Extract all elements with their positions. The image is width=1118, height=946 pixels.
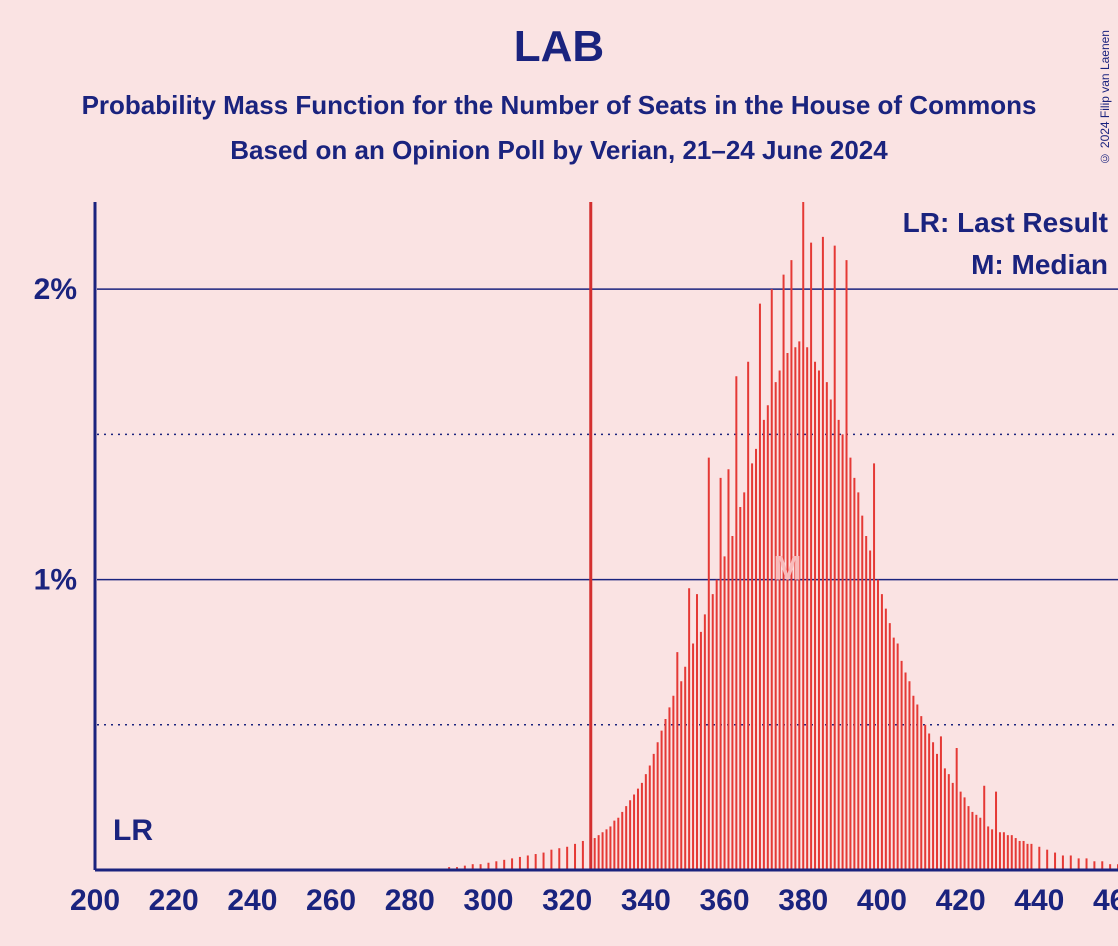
x-tick-label: 400 (857, 884, 907, 917)
chart-area: 1% 2% 200 220 240 260 280 300 320 340 360 380 400 420… (0, 22, 1118, 946)
x-tick-label: 320 (542, 884, 592, 917)
x-tick-label: 460 (1093, 884, 1118, 917)
x-tick-label: 340 (621, 884, 671, 917)
x-tick-label: 260 (306, 884, 356, 917)
x-tick-label: 240 (227, 884, 277, 917)
x-tick-label: 220 (149, 884, 199, 917)
x-tick-label: 380 (778, 884, 828, 917)
median-label: M (773, 550, 801, 588)
x-tick-label: 300 (463, 884, 513, 917)
x-tick-label: 360 (700, 884, 750, 917)
y-tick-label: 2% (34, 273, 77, 306)
x-tick-label: 280 (385, 884, 435, 917)
legend-m: M: Median (971, 249, 1108, 280)
y-tick-label: 1% (34, 564, 77, 597)
x-tick-label: 420 (936, 884, 986, 917)
lr-label: LR (113, 814, 153, 847)
x-tick-label: 200 (70, 884, 120, 917)
legend-lr: LR: Last Result (903, 207, 1108, 238)
x-tick-label: 440 (1014, 884, 1064, 917)
pmf-chart: 1% 2% 200 220 240 260 280 300 320 340 360 380 400 420… (0, 22, 1118, 946)
